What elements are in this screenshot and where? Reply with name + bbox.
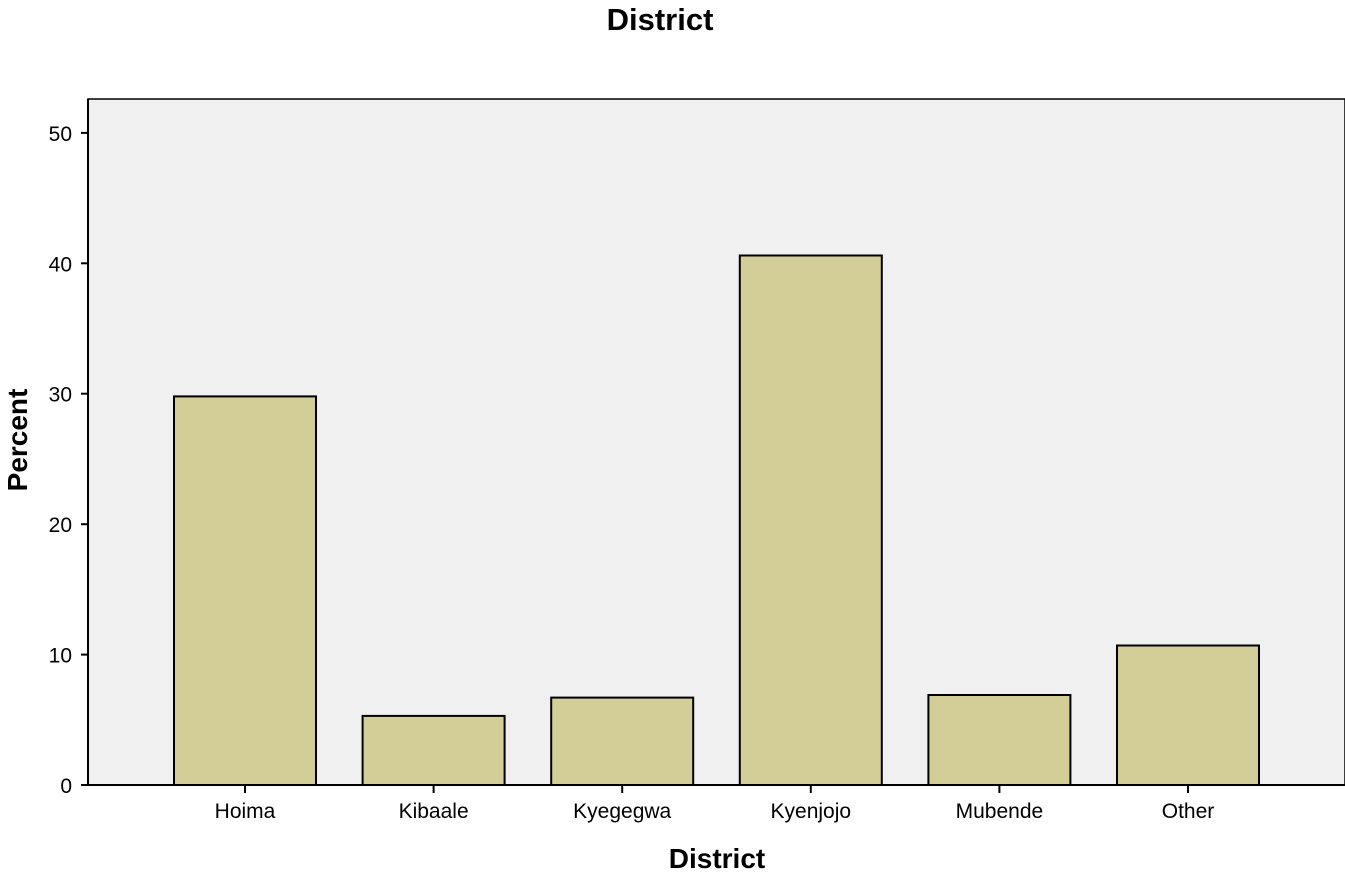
bars-group <box>173 254 1260 787</box>
x-tick-label-kyegegwa: Kyegegwa <box>573 800 671 823</box>
y-tick-label: 10 <box>49 645 72 668</box>
bar-hoima <box>173 395 317 786</box>
x-tick-label-mubende: Mubende <box>956 800 1044 823</box>
y-tick-label: 50 <box>49 123 72 146</box>
y-tick-label: 20 <box>49 514 72 537</box>
x-tick-label-other: Other <box>1162 800 1215 823</box>
chart-title: District <box>607 2 714 37</box>
x-tick-label-hoima: Hoima <box>215 800 276 823</box>
bar-other <box>1116 644 1260 786</box>
x-tick-label-kyenjojo: Kyenjojo <box>771 800 852 823</box>
bar-kyegegwa <box>550 696 695 786</box>
y-tick-label: 30 <box>49 384 72 407</box>
x-axis-title: District <box>669 843 765 874</box>
x-axis: Hoima Kibaale Kyegegwa Kyenjojo Mubende Other <box>88 784 1345 823</box>
bar-kibaale <box>361 714 506 787</box>
bar-mubende <box>927 694 1072 786</box>
y-tick-label: 40 <box>49 253 72 276</box>
bar-kyenjojo <box>738 254 883 786</box>
x-tick-label-kibaale: Kibaale <box>399 800 469 823</box>
y-axis-title: Percent <box>2 389 33 492</box>
y-tick-label: 0 <box>60 775 72 798</box>
y-axis: 0 10 20 30 40 50 <box>49 99 89 798</box>
